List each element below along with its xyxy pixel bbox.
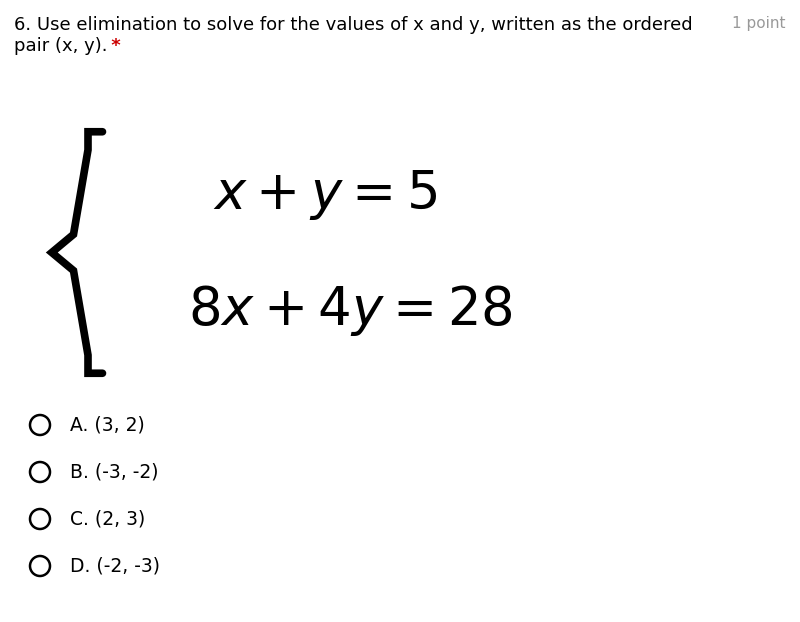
Text: A. (3, 2): A. (3, 2) <box>70 415 145 435</box>
Text: D. (-2, -3): D. (-2, -3) <box>70 557 160 575</box>
Text: 1 point: 1 point <box>733 16 786 31</box>
Text: 6. Use elimination to solve for the values of x and y, written as the ordered: 6. Use elimination to solve for the valu… <box>14 16 693 34</box>
Text: C. (2, 3): C. (2, 3) <box>70 509 146 529</box>
Text: B. (-3, -2): B. (-3, -2) <box>70 463 158 481</box>
Text: *: * <box>105 37 121 55</box>
Text: pair (x, y).: pair (x, y). <box>14 37 107 55</box>
Text: $\mathit{x} + \mathit{y} = 5$: $\mathit{x} + \mathit{y} = 5$ <box>213 168 437 222</box>
Text: $\mathit{8x} + \mathit{4y} = 28$: $\mathit{8x} + \mathit{4y} = 28$ <box>188 282 512 338</box>
